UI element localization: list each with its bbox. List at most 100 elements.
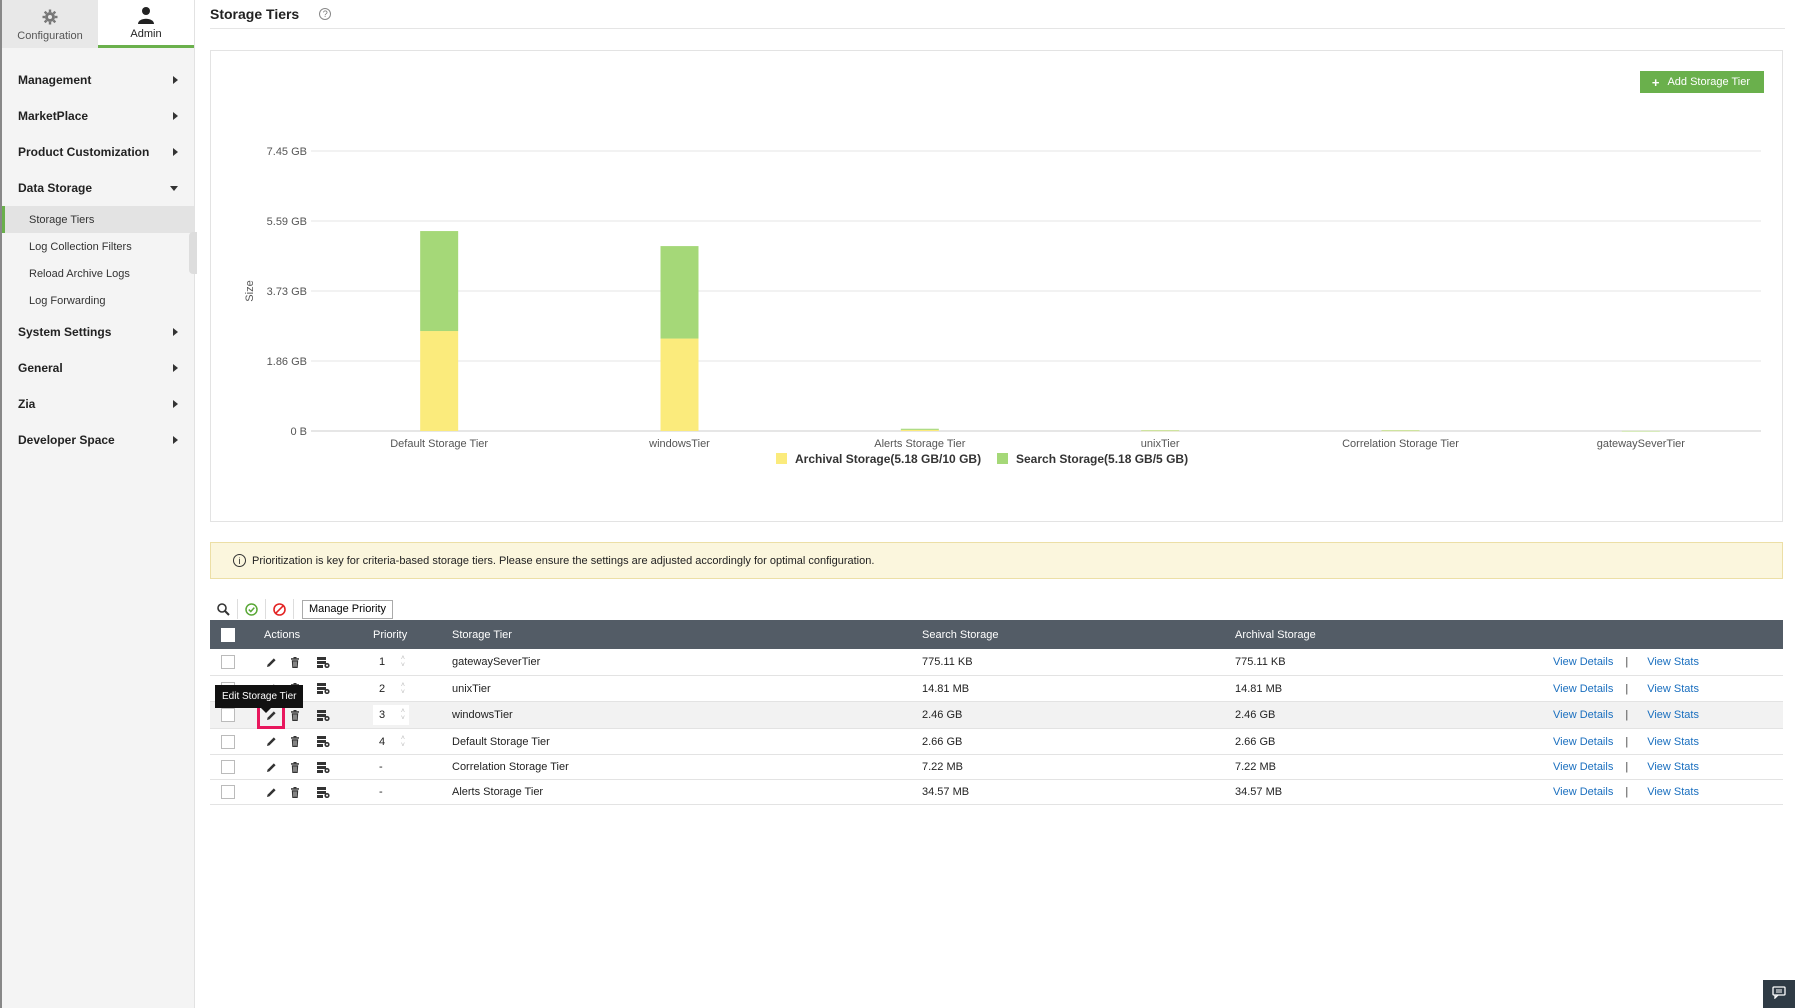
- x-tick-label: Alerts Storage Tier: [874, 438, 965, 450]
- priority-value: 1: [379, 656, 386, 668]
- sidebar-collapse-handle[interactable]: [189, 232, 197, 274]
- priority-input[interactable]: 2 ˄ ˅: [373, 678, 409, 699]
- chat-button[interactable]: [1763, 980, 1795, 1008]
- sidebar-item-general[interactable]: General: [2, 350, 194, 386]
- sidebar-item-marketplace[interactable]: MarketPlace: [2, 98, 194, 134]
- edit-icon[interactable]: [264, 785, 278, 799]
- sidebar-item-product-customization[interactable]: Product Customization: [2, 134, 194, 170]
- edit-icon[interactable]: [264, 655, 278, 669]
- help-icon[interactable]: ?: [319, 8, 332, 20]
- table-row: - Correlation Storage Tier 7.22 MB 7.22 MB V…: [210, 755, 1783, 780]
- row-select-cell: [210, 655, 246, 669]
- row-checkbox[interactable]: [221, 760, 235, 774]
- row-storage-tier: Alerts Storage Tier: [452, 786, 544, 798]
- sidebar-subitem-log-forwarding[interactable]: Log Forwarding: [29, 294, 106, 307]
- sidebar-item-label: Data Storage: [18, 181, 93, 195]
- manage-priority-button[interactable]: Manage Priority: [302, 599, 394, 619]
- sidebar-item-management[interactable]: Management: [2, 62, 194, 98]
- priority-input[interactable]: 1 ˄ ˅: [373, 652, 409, 672]
- storage-settings-icon[interactable]: [316, 655, 330, 669]
- sidebar-subitem-reload-archive-logs[interactable]: Reload Archive Logs: [29, 267, 130, 280]
- view-stats-link[interactable]: View Stats: [1647, 786, 1699, 798]
- header-archival-storage[interactable]: Archival Storage: [1235, 628, 1316, 641]
- delete-icon[interactable]: [288, 735, 302, 749]
- row-archival-storage: 14.81 MB: [1235, 682, 1283, 695]
- header-priority[interactable]: Priority: [373, 628, 408, 641]
- sidebar-item-system-settings[interactable]: System Settings: [2, 314, 194, 350]
- sidebar-subitem-storage-tiers[interactable]: Storage Tiers: [2, 206, 194, 233]
- row-storage-tier: gatewaySeverTier: [452, 656, 541, 668]
- y-tick-label: 3.73 GB: [267, 286, 307, 298]
- sidebar-item-developer-space[interactable]: Developer Space: [2, 422, 194, 458]
- view-details-link[interactable]: View Details: [1553, 735, 1614, 748]
- view-stats-link[interactable]: View Stats: [1647, 761, 1699, 773]
- view-details-link[interactable]: View Details: [1553, 656, 1614, 668]
- caret-right-icon: [173, 436, 178, 444]
- disable-icon[interactable]: [266, 599, 294, 619]
- priority-notice: i Prioritization is key for criteria-bas…: [210, 542, 1783, 579]
- storage-settings-icon[interactable]: [316, 682, 330, 696]
- enable-icon[interactable]: [238, 599, 266, 619]
- view-details-link[interactable]: View Details: [1553, 709, 1614, 721]
- storage-settings-icon[interactable]: [316, 785, 330, 799]
- table-body: 1 ˄ ˅ gatewaySeverTier 775.11 KB 775.11 KB Vie…: [210, 649, 1783, 805]
- row-checkbox[interactable]: [221, 655, 235, 669]
- priority-input[interactable]: 4 ˄ ˅: [373, 731, 409, 752]
- row-priority: -: [373, 757, 452, 777]
- storage-settings-icon[interactable]: [316, 760, 330, 774]
- delete-icon[interactable]: [288, 760, 302, 774]
- tab-admin[interactable]: Admin: [98, 0, 194, 48]
- priority-stepper-icon[interactable]: ˄ ˅: [400, 655, 405, 669]
- view-details-link[interactable]: View Details: [1553, 761, 1614, 773]
- row-checkbox[interactable]: [221, 785, 235, 799]
- sidebar: Configuration Admin Management MarketPla…: [0, 0, 197, 1008]
- link-separator: |: [1625, 735, 1629, 748]
- row-search-storage: 34.57 MB: [922, 786, 970, 798]
- view-stats-link[interactable]: View Stats: [1647, 656, 1699, 668]
- tab-configuration[interactable]: Configuration: [2, 0, 98, 48]
- sidebar-subitem-log-collection-filters[interactable]: Log Collection Filters: [29, 240, 132, 253]
- row-actions: [246, 655, 373, 669]
- storage-settings-icon[interactable]: [316, 708, 330, 722]
- row-checkbox[interactable]: [221, 708, 235, 722]
- delete-icon[interactable]: [288, 785, 302, 799]
- view-details-link[interactable]: View Details: [1553, 682, 1614, 695]
- add-storage-tier-button[interactable]: + Add Storage Tier: [1639, 71, 1764, 93]
- search-icon[interactable]: [210, 599, 238, 619]
- row-priority: 3 ˄ ˅: [373, 705, 452, 725]
- view-stats-link[interactable]: View Stats: [1647, 682, 1699, 695]
- row-storage-tier: windowsTier: [452, 709, 513, 721]
- table-row: 3 ˄ ˅ windowsTier 2.46 GB 2.46 GB View Details…: [210, 701, 1783, 729]
- edit-icon[interactable]: [264, 735, 278, 749]
- link-separator: |: [1625, 682, 1629, 695]
- sidebar-item-data-storage[interactable]: Data Storage: [2, 170, 194, 206]
- select-all-checkbox[interactable]: [221, 627, 235, 642]
- sidebar-item-label: General: [18, 361, 63, 375]
- delete-icon[interactable]: [288, 708, 302, 722]
- bar-archival: [660, 338, 699, 431]
- priority-stepper-icon[interactable]: ˄ ˅: [400, 734, 405, 749]
- header-search-storage[interactable]: Search Storage: [922, 628, 999, 641]
- priority-stepper-icon[interactable]: ˄ ˅: [400, 681, 405, 696]
- delete-icon[interactable]: [288, 655, 302, 669]
- view-details-link[interactable]: View Details: [1553, 786, 1614, 798]
- row-select-cell: [210, 785, 246, 799]
- sidebar-item-zia[interactable]: Zia: [2, 386, 194, 422]
- row-links: View Details | View Stats: [1553, 786, 1783, 798]
- view-stats-link[interactable]: View Stats: [1647, 735, 1699, 748]
- edit-icon[interactable]: [257, 701, 285, 729]
- view-stats-link[interactable]: View Stats: [1647, 709, 1699, 721]
- bar-search: [1621, 430, 1660, 432]
- priority-stepper-icon[interactable]: ˄ ˅: [400, 708, 405, 722]
- storage-chart: 0 B 1.86 GB 3.73 GB 5.59 GB 7.45 GB Size Defau…: [244, 146, 1761, 466]
- bar-search: [1381, 430, 1420, 431]
- header-storage-tier[interactable]: Storage Tier: [452, 628, 512, 641]
- caret-right-icon: [173, 400, 178, 408]
- edit-icon[interactable]: [264, 760, 278, 774]
- priority-input[interactable]: 3 ˄ ˅: [373, 705, 409, 725]
- storage-settings-icon[interactable]: [316, 735, 330, 749]
- row-links: View Details | View Stats: [1553, 683, 1783, 695]
- row-checkbox[interactable]: [221, 734, 235, 749]
- legend-label: Archival Storage(5.18 GB/10 GB): [795, 452, 981, 466]
- table-row: 1 ˄ ˅ gatewaySeverTier 775.11 KB 775.11 KB Vie…: [210, 649, 1783, 676]
